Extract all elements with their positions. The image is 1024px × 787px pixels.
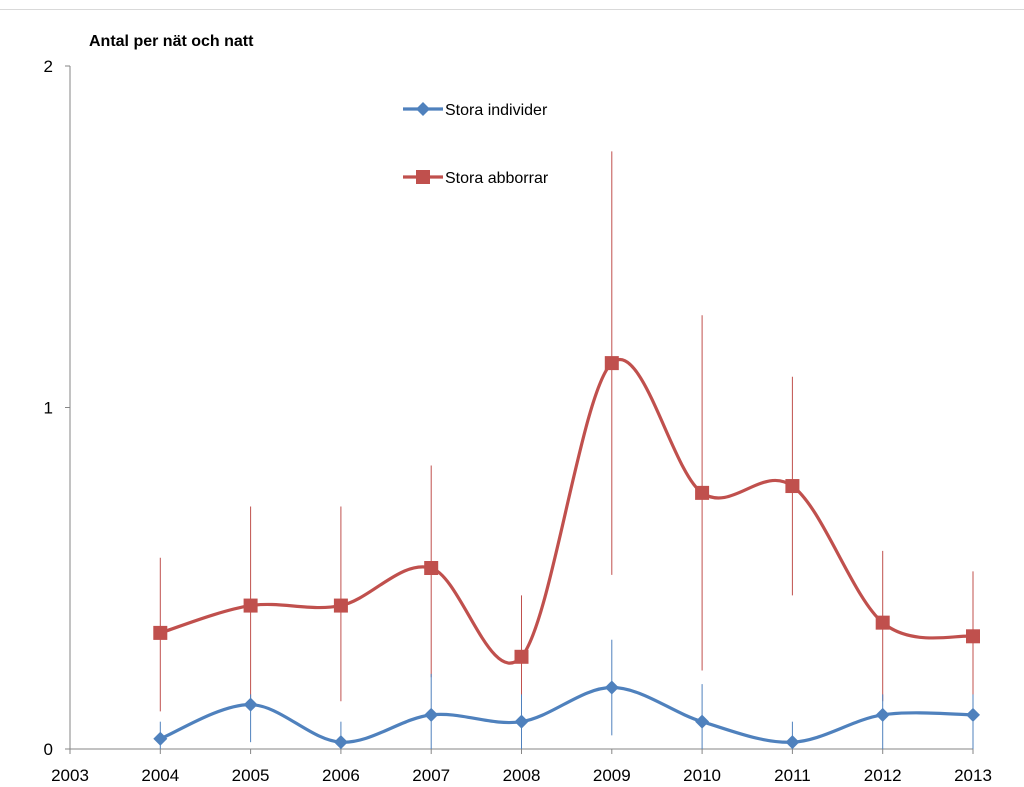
x-tick-label: 2012 [864, 766, 902, 785]
y-tick-label: 0 [44, 740, 53, 759]
data-point-abborrar [333, 598, 348, 613]
legend-marker-diamond-icon [416, 102, 430, 116]
x-tick-label: 2009 [593, 766, 631, 785]
x-tick-label: 2003 [51, 766, 89, 785]
data-point-abborrar [966, 629, 980, 644]
tick-labels: 0 1 2 2003 2004 2005 2006 2007 2008 2009 2010 2011 2… [44, 57, 992, 785]
legend-marker-square-icon [416, 170, 430, 184]
data-point-abborrar [514, 649, 529, 664]
y-axis-title: Antal per nät och natt [89, 33, 254, 50]
x-tick-label: 2006 [322, 766, 360, 785]
data-point-individer [514, 714, 529, 729]
data-point-individer [604, 680, 619, 695]
x-tick-label: 2013 [954, 766, 992, 785]
data-point-individer [695, 714, 710, 729]
data-point-abborrar [424, 561, 439, 576]
legend: Stora individer Stora abborrar [403, 102, 549, 187]
top-divider-line [0, 9, 1024, 10]
data-point-abborrar [875, 615, 890, 630]
x-tick-label: 2007 [412, 766, 450, 785]
data-point-abborrar [153, 625, 168, 640]
data-point-abborrar [604, 356, 619, 371]
data-point-individer [153, 731, 168, 746]
data-point-abborrar [243, 598, 258, 613]
data-point-individer [785, 735, 800, 750]
x-tick-label: 2010 [683, 766, 721, 785]
data-point-abborrar [785, 479, 800, 494]
data-point-individer [333, 735, 348, 750]
x-tick-label: 2008 [503, 766, 541, 785]
series-line-abborrar [159, 358, 974, 665]
legend-label-abborrar: Stora abborrar [445, 170, 549, 187]
legend-label-individer: Stora individer [445, 102, 548, 119]
x-tick-label: 2005 [232, 766, 270, 785]
data-point-abborrar [695, 485, 710, 500]
data-point-individer [424, 707, 439, 722]
series-lines [159, 358, 974, 744]
y-tick-label: 2 [44, 57, 53, 76]
series-line-individer [159, 685, 974, 744]
y-tick-label: 1 [44, 399, 53, 418]
data-point-individer [875, 707, 890, 722]
data-point-individer [966, 707, 980, 722]
data-point-individer [243, 697, 258, 712]
x-tick-label: 2004 [141, 766, 179, 785]
x-tick-label: 2011 [774, 766, 811, 785]
series-markers [153, 356, 980, 750]
error-bars [159, 151, 974, 749]
